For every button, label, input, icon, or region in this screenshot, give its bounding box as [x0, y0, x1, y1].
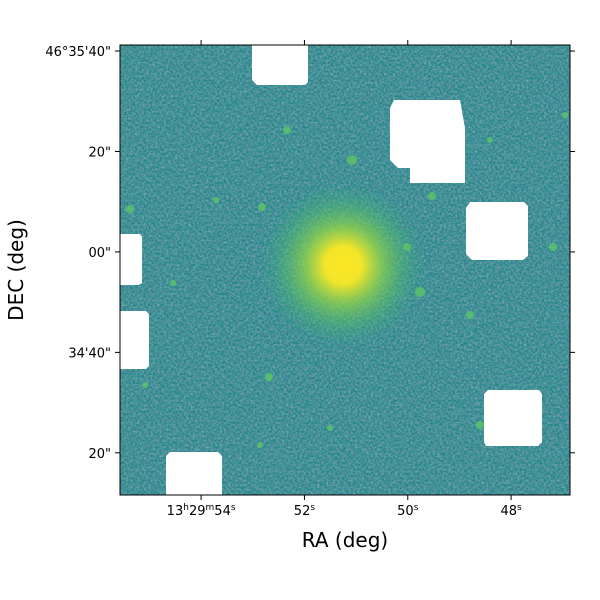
y-axis-label: DEC (deg) [4, 219, 28, 321]
x-tick-label: 13h29m54s [167, 503, 236, 519]
y-tick-label: 34'40" [68, 346, 111, 361]
image [120, 45, 570, 495]
y-tick-label: 20" [88, 447, 111, 462]
y-tick-label: 00" [88, 246, 111, 261]
y-tick-label: 46°35'40" [45, 45, 111, 60]
axes-frame [119, 44, 571, 496]
x-axis-label: RA (deg) [302, 528, 388, 552]
y-tick-label: 20" [88, 145, 111, 160]
x-tick-label: 48s [500, 503, 522, 519]
x-tick-label: 52s [294, 503, 316, 519]
x-tick-label: 50s [397, 503, 419, 519]
